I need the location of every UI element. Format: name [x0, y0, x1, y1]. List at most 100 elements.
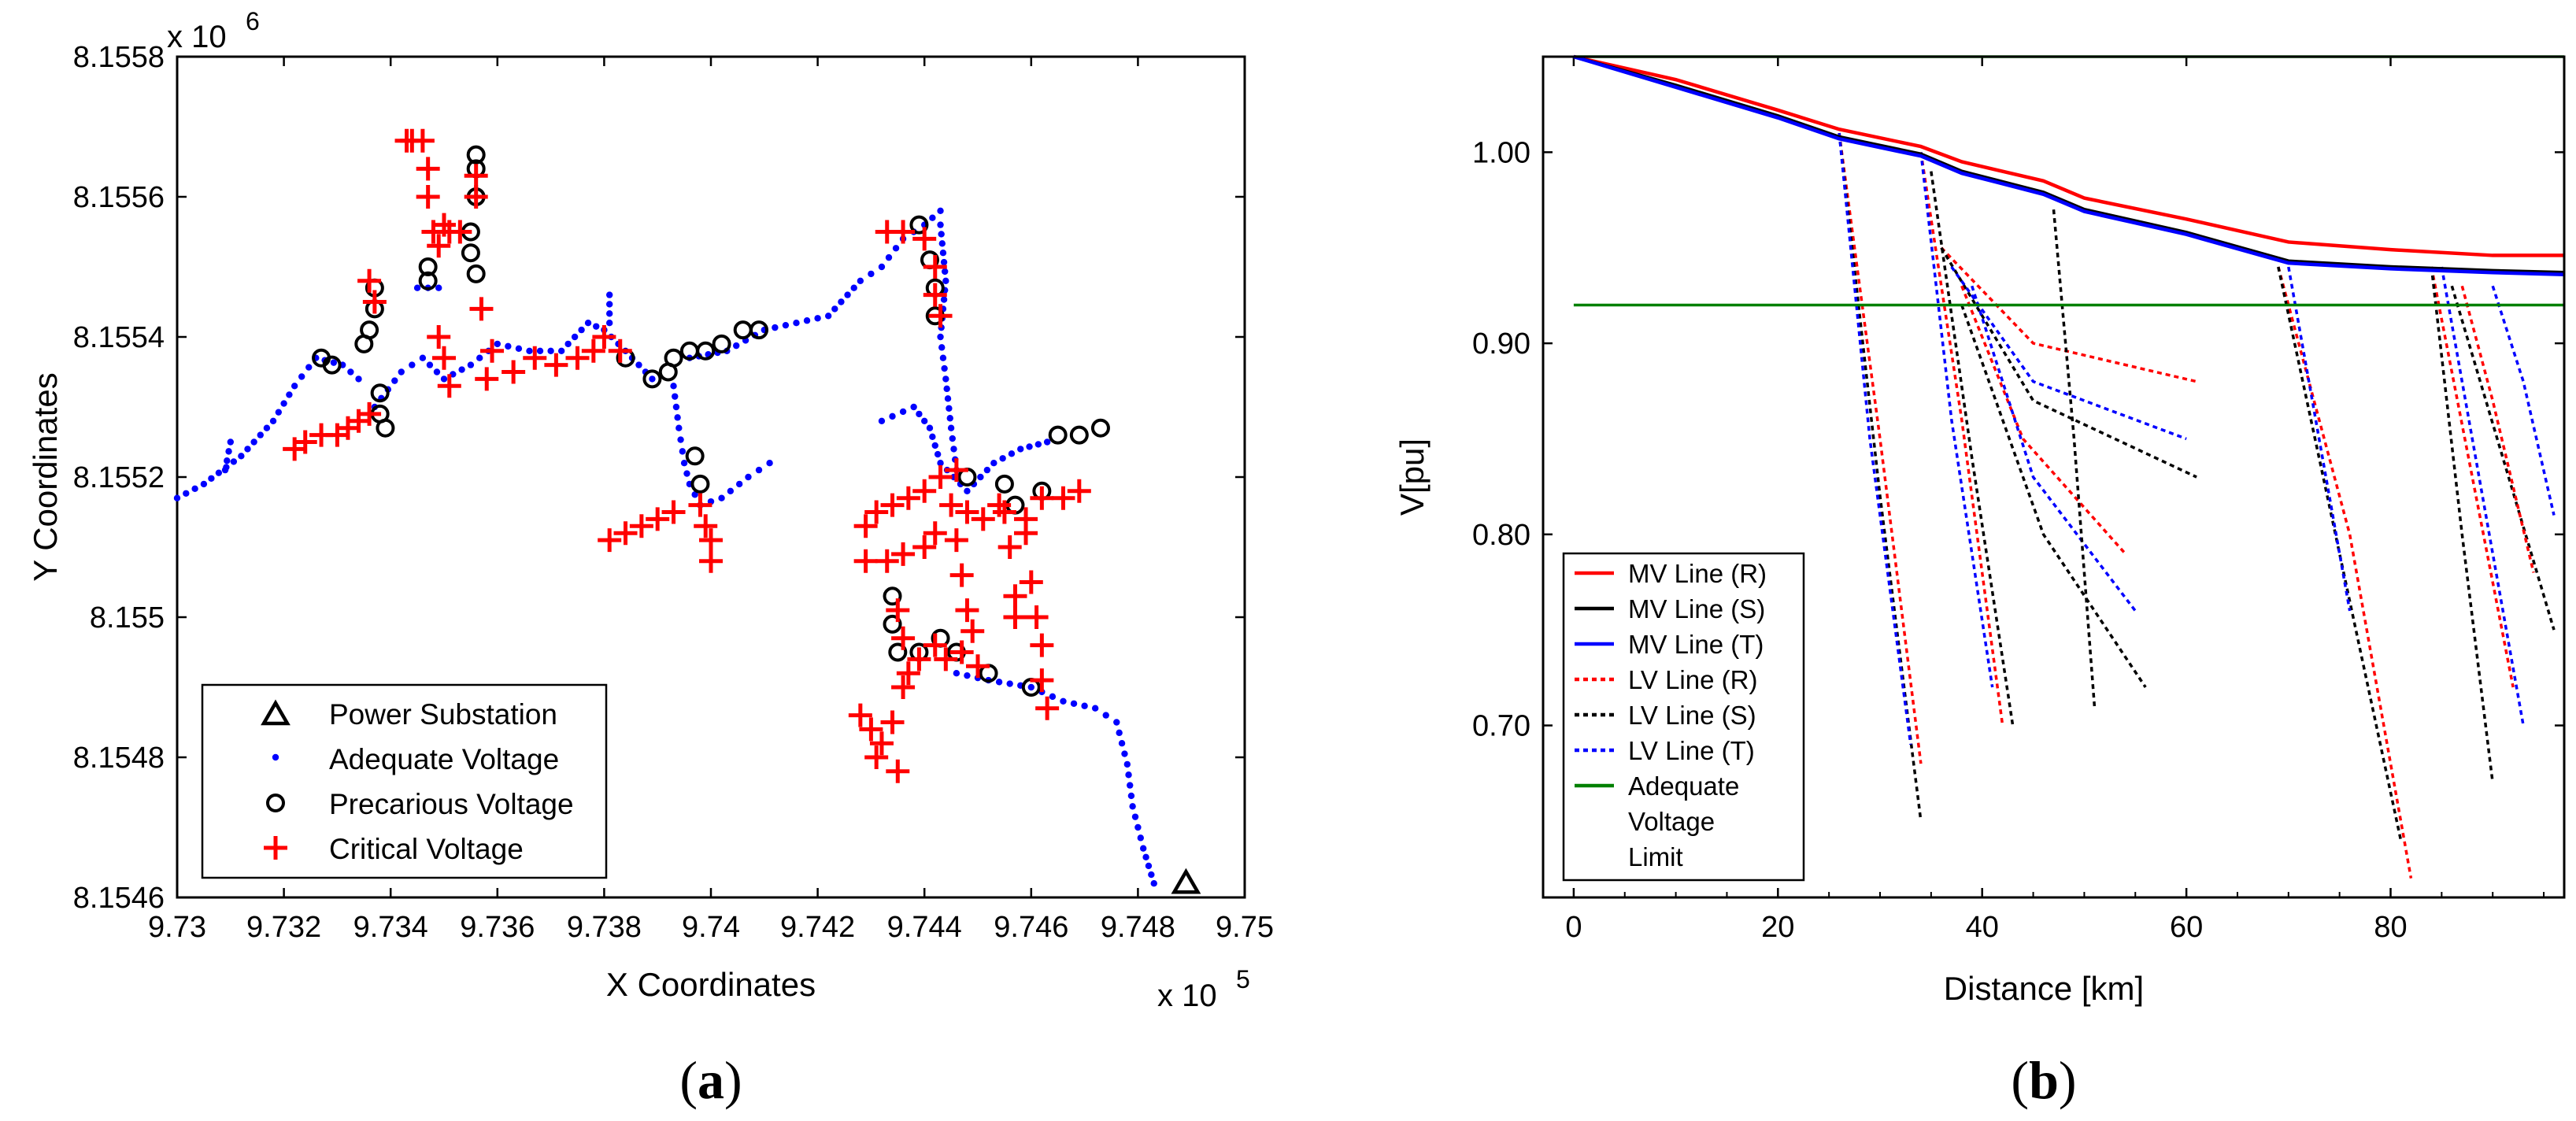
- lv-line-drop: [1960, 285, 2126, 555]
- adequate-voltage-point: [937, 460, 944, 467]
- critical-voltage-point: [886, 598, 910, 623]
- adequate-voltage-point: [221, 466, 229, 474]
- precarious-voltage-point: [1048, 425, 1068, 445]
- adequate-voltage-point: [939, 354, 947, 361]
- adequate-voltage-point: [257, 431, 264, 438]
- critical-voltage-point: [891, 626, 916, 650]
- critical-voltage-point: [896, 661, 920, 686]
- panel-a-y-exponent-power: 6: [246, 7, 260, 35]
- adequate-voltage-point: [938, 240, 946, 247]
- critical-voltage-point: [1003, 605, 1027, 629]
- adequate-voltage-point: [850, 284, 857, 291]
- adequate-voltage-point: [793, 320, 800, 327]
- y-tick-label: 0.70: [1472, 710, 1530, 743]
- precarious-voltage-point: [685, 446, 705, 466]
- adequate-voltage-point: [208, 475, 215, 482]
- y-tick-label: 8.1556: [73, 181, 165, 214]
- x-tick-label: 80: [2374, 911, 2407, 944]
- adequate-voltage-point: [1139, 845, 1147, 852]
- adequate-voltage-point: [200, 480, 208, 488]
- adequate-voltage-point: [964, 671, 971, 679]
- panel-b-x-axis-label: Distance [km]: [1944, 970, 2144, 1007]
- y-tick-label: 8.1546: [73, 882, 165, 915]
- adequate-voltage-point: [857, 277, 864, 284]
- adequate-voltage-point: [578, 326, 585, 334]
- critical-voltage-point: [949, 640, 974, 664]
- adequate-voltage-point: [929, 214, 936, 221]
- critical-voltage-point: [613, 521, 638, 546]
- x-tick-label: 9.734: [353, 911, 428, 944]
- critical-voltage-point: [955, 500, 979, 524]
- precarious-voltage-point: [696, 341, 716, 361]
- panel-b-label-letter: b: [2029, 1050, 2059, 1110]
- critical-voltage-point: [939, 493, 964, 517]
- legend-label-mv-line-t: MV Line (T): [1628, 630, 1764, 659]
- adequate-voltage-point: [1043, 438, 1051, 446]
- critical-voltage-point: [357, 401, 382, 426]
- precarious-voltage-point: [690, 474, 710, 494]
- adequate-voltage-point: [977, 473, 984, 481]
- adequate-voltage-point: [944, 395, 952, 402]
- adequate-voltage-point: [718, 494, 725, 501]
- critical-voltage-point: [997, 535, 1022, 559]
- critical-voltage-point: [853, 514, 878, 538]
- adequate-voltage-point: [571, 333, 579, 341]
- precarious-voltage-point: [360, 320, 379, 340]
- panel-a-legend: Power Substation Adequate Voltage Precar…: [201, 683, 608, 879]
- adequate-voltage-point: [263, 424, 271, 431]
- lv-line-drop: [2430, 266, 2494, 783]
- critical-voltage-point: [661, 500, 686, 524]
- panel-b-legend: MV Line (R) MV Line (S) MV Line (T) LV L…: [1562, 552, 1805, 882]
- adequate-voltage-point: [584, 320, 592, 327]
- adequate-voltage-point: [940, 258, 948, 266]
- y-tick-label: 1.00: [1472, 136, 1530, 169]
- critical-voltage-point: [923, 633, 947, 657]
- adequate-voltage-point: [934, 450, 942, 458]
- critical-voltage-point: [437, 374, 461, 398]
- adequate-voltage-point: [679, 448, 687, 455]
- adequate-voltage-point: [674, 414, 681, 421]
- adequate-voltage-point: [191, 485, 198, 493]
- adequate-voltage-point: [947, 424, 955, 431]
- y-tick-label: 0.90: [1472, 327, 1530, 361]
- critical-voltage-point: [699, 549, 723, 573]
- critical-voltage-point: [987, 493, 1012, 517]
- adequate-voltage-point: [983, 466, 991, 474]
- precarious-voltage-point: [909, 215, 929, 235]
- adequate-voltage-point: [1116, 729, 1123, 737]
- adequate-voltage-point: [1131, 813, 1139, 820]
- adequate-voltage-point: [938, 344, 946, 351]
- adequate-voltage-point: [1142, 853, 1149, 861]
- adequate-voltage-point: [649, 376, 656, 383]
- adequate-voltage-point: [605, 310, 613, 317]
- adequate-voltage-point: [772, 324, 779, 331]
- adequate-voltage-point: [670, 383, 677, 390]
- panel-a-y-axis-label: Y Coordinates: [27, 372, 64, 581]
- legend-symbol-adequate-voltage: [272, 753, 279, 761]
- precarious-voltage-point: [461, 243, 480, 263]
- adequate-voltage-point: [803, 317, 811, 324]
- mv-line-series: [1573, 54, 2565, 276]
- critical-voltage-point: [955, 598, 979, 623]
- critical-voltage-point: [896, 486, 920, 510]
- adequate-voltage-point: [733, 342, 740, 350]
- lv-line-drop: [2450, 285, 2556, 631]
- adequate-voltage-point: [1145, 862, 1153, 870]
- adequate-voltage-point: [413, 284, 421, 291]
- legend-label-precarious-voltage: Precarious Voltage: [329, 788, 574, 820]
- panel-a-label: (a): [679, 1050, 742, 1110]
- adequate-voltage-point: [940, 296, 948, 303]
- adequate-voltage-point: [889, 413, 896, 420]
- adequate-voltage-point: [964, 487, 971, 494]
- adequate-voltage-point: [1006, 680, 1013, 687]
- adequate-voltage-point: [433, 368, 441, 376]
- precarious-voltage-point: [370, 383, 390, 403]
- adequate-voltage-point: [467, 361, 475, 368]
- adequate-voltage-point: [910, 403, 917, 411]
- adequate-voltage-point: [766, 460, 773, 467]
- adequate-voltage-point: [878, 263, 886, 271]
- panel-a-x-exponent: x 10 5: [1157, 965, 1250, 1013]
- x-tick-label: 9.746: [994, 911, 1068, 944]
- adequate-voltage-point: [1049, 693, 1057, 701]
- adequate-voltage-point: [937, 221, 944, 228]
